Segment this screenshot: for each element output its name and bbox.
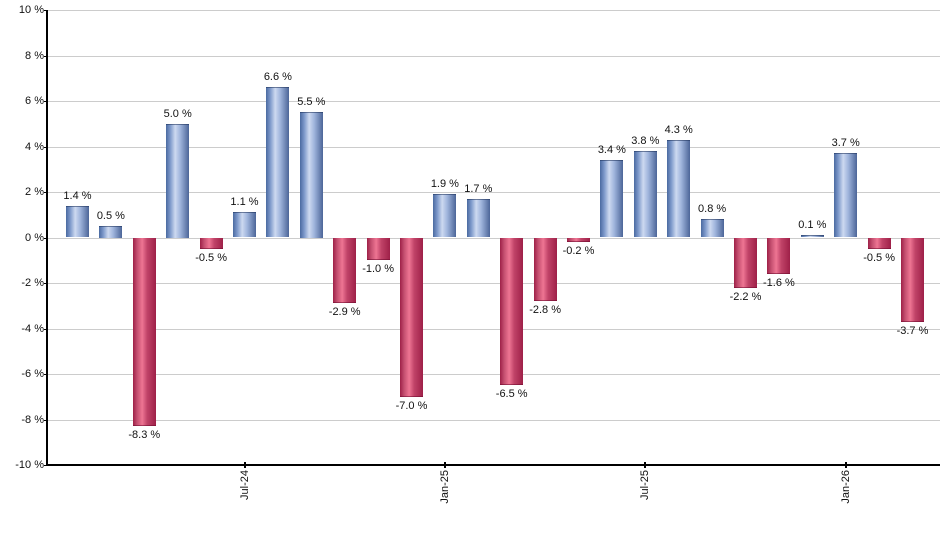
x-axis-tick-label: Jul-25: [639, 470, 652, 500]
bar-value-label: -8.3 %: [128, 429, 161, 442]
bar-value-label: 1.1 %: [230, 196, 259, 209]
y-axis-tick-label: -2 %: [21, 277, 44, 289]
gridline: [48, 192, 940, 193]
bar: [400, 237, 423, 397]
bar: [132, 237, 156, 427]
bar-value-label: 3.7 %: [831, 137, 860, 150]
bar: [366, 237, 390, 261]
y-axis-tick-label: -10 %: [15, 459, 44, 471]
bar-value-label: 5.5 %: [297, 96, 326, 109]
bar: [299, 112, 323, 238]
gridline: [48, 56, 940, 57]
x-axis-tick: [844, 462, 847, 468]
bar: [533, 237, 557, 302]
bar-value-label: 1.4 %: [63, 189, 92, 202]
y-axis-tick-label: -4 %: [21, 323, 44, 335]
bar: [466, 198, 490, 238]
bar-value-label: -0.5 %: [195, 251, 227, 264]
bar: [600, 160, 624, 238]
y-axis-tick-label: 0 %: [25, 232, 44, 244]
bar-value-label: -6.5 %: [495, 388, 528, 401]
bar-value-label: 0.8 %: [698, 203, 727, 216]
y-axis-tick-label: 4 %: [25, 141, 44, 153]
bar: [266, 87, 290, 238]
bar-value-label: 1.7 %: [464, 182, 493, 195]
x-axis-tick-label: Jan-26: [839, 470, 852, 504]
y-axis-tick-label: 2 %: [25, 186, 44, 198]
bar: [99, 226, 123, 238]
x-axis: [46, 464, 940, 466]
bar-value-label: 1.9 %: [430, 178, 459, 191]
bar: [433, 194, 457, 238]
bar-value-label: -1.6 %: [762, 276, 795, 289]
gridline: [48, 283, 940, 284]
x-axis-tick-label: Jul-24: [238, 470, 251, 500]
gridline: [48, 329, 940, 330]
bar-value-label: -1.0 %: [362, 263, 394, 276]
bar-value-label: -2.9 %: [328, 306, 361, 319]
bar-value-label: -3.7 %: [896, 324, 929, 337]
bar-value-label: -0.5 %: [863, 251, 895, 264]
x-axis-tick: [644, 462, 647, 468]
bar-value-label: -2.8 %: [529, 304, 561, 317]
gridline: [48, 101, 940, 102]
bar: [734, 237, 757, 288]
x-axis-tick: [443, 462, 446, 468]
bar: [333, 237, 357, 304]
bar: [199, 237, 223, 249]
bar: [800, 235, 824, 238]
bar-value-label: 3.4 %: [597, 144, 626, 157]
bar-value-label: 0.1 %: [798, 219, 827, 232]
bar-value-label: 6.6 %: [263, 71, 292, 84]
y-axis: [46, 10, 48, 465]
x-axis-tick: [243, 462, 246, 468]
gridline: [48, 238, 940, 239]
gridline: [48, 420, 940, 421]
gridline: [48, 147, 940, 148]
y-axis-tick-label: -8 %: [21, 414, 44, 426]
x-axis-tick-label: Jan-25: [438, 470, 451, 504]
bar: [767, 237, 791, 274]
bar-value-label: 4.3 %: [664, 123, 693, 136]
bar: [867, 237, 891, 249]
bar-value-label: -0.2 %: [562, 245, 595, 258]
bar: [901, 237, 924, 322]
y-axis-tick-label: 10 %: [18, 4, 44, 16]
gridline: [48, 10, 940, 11]
y-axis-tick-label: 6 %: [25, 95, 44, 107]
bar-value-label: 5.0 %: [163, 107, 192, 120]
bar: [834, 153, 858, 238]
bar-value-label: -2.2 %: [729, 290, 762, 303]
bar: [567, 237, 590, 243]
bar-value-label: 0.5 %: [96, 210, 125, 223]
bar: [500, 237, 524, 386]
gridline: [48, 374, 940, 375]
y-axis-tick-label: 8 %: [25, 50, 44, 62]
bar: [700, 219, 724, 238]
bar-value-label: -7.0 %: [395, 399, 428, 412]
bar: [233, 212, 256, 238]
bar: [633, 151, 657, 238]
bar-value-label: 3.8 %: [631, 135, 660, 148]
bar: [166, 123, 190, 238]
bar: [66, 205, 89, 238]
bar: [667, 139, 691, 238]
y-axis-tick-label: -6 %: [21, 368, 44, 380]
